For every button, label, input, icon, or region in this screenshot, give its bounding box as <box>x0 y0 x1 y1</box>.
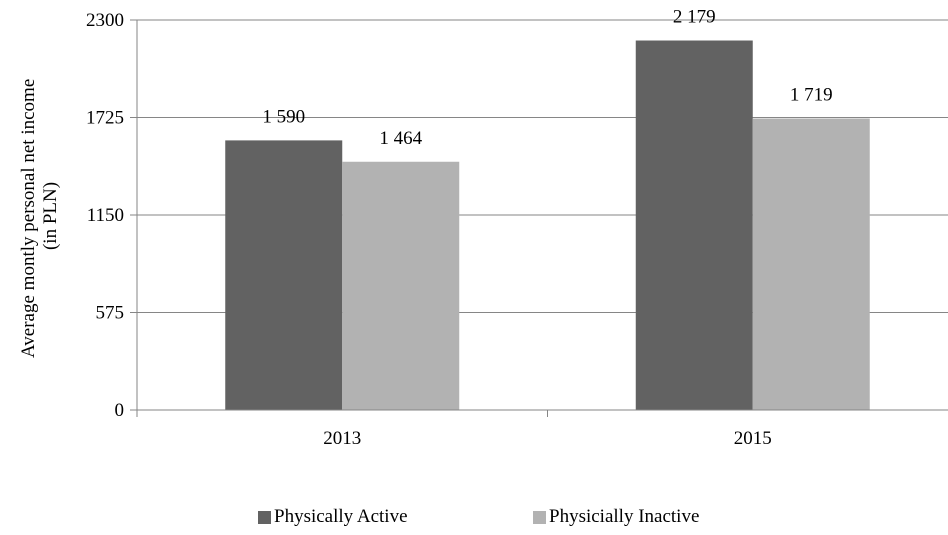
legend-swatch-inactive <box>533 510 546 524</box>
data-label: 1 464 <box>379 128 422 149</box>
legend-label-inactive: Physicially Inactive <box>549 506 700 527</box>
x-tick-label: 2015 <box>734 428 772 449</box>
y-axis-title-line-2: (in PLN) <box>40 182 61 250</box>
y-axis-title-line-1: Average montly personal net income <box>18 79 39 358</box>
legend-label-active: Physically Active <box>274 506 408 527</box>
data-label: 1 590 <box>262 106 305 127</box>
x-tick-label: 2013 <box>323 428 361 449</box>
legend-swatch-active <box>258 510 271 524</box>
y-tick-label: 1725 <box>86 108 124 129</box>
y-tick-label: 2300 <box>86 10 124 31</box>
y-axis-title: Average montly personal net income (in P… <box>18 74 61 358</box>
bar-active-2013 <box>225 140 343 411</box>
legend-item-active: Physically Active <box>258 506 408 528</box>
data-label: 1 719 <box>790 85 833 106</box>
data-label: 2 179 <box>673 7 716 28</box>
y-tick-label: 1150 <box>87 205 124 226</box>
legend-item-inactive: Physicially Inactive <box>533 506 699 528</box>
bar-inactive-2015 <box>752 118 870 410</box>
bar-active-2015 <box>635 40 753 410</box>
y-tick-label: 0 <box>115 400 125 421</box>
axes: 0 575 1150 1725 2300 2013 2015 <box>86 10 948 449</box>
legend: Physically Active Physicially Inactive <box>0 506 948 530</box>
bar-chart: 1 590 1 464 2 179 1 719 0 575 1150 1725 2300 201… <box>18 7 948 449</box>
bars: 1 590 1 464 2 179 1 719 <box>225 7 870 411</box>
bar-inactive-2013 <box>342 161 460 410</box>
y-tick-label: 575 <box>96 303 125 324</box>
